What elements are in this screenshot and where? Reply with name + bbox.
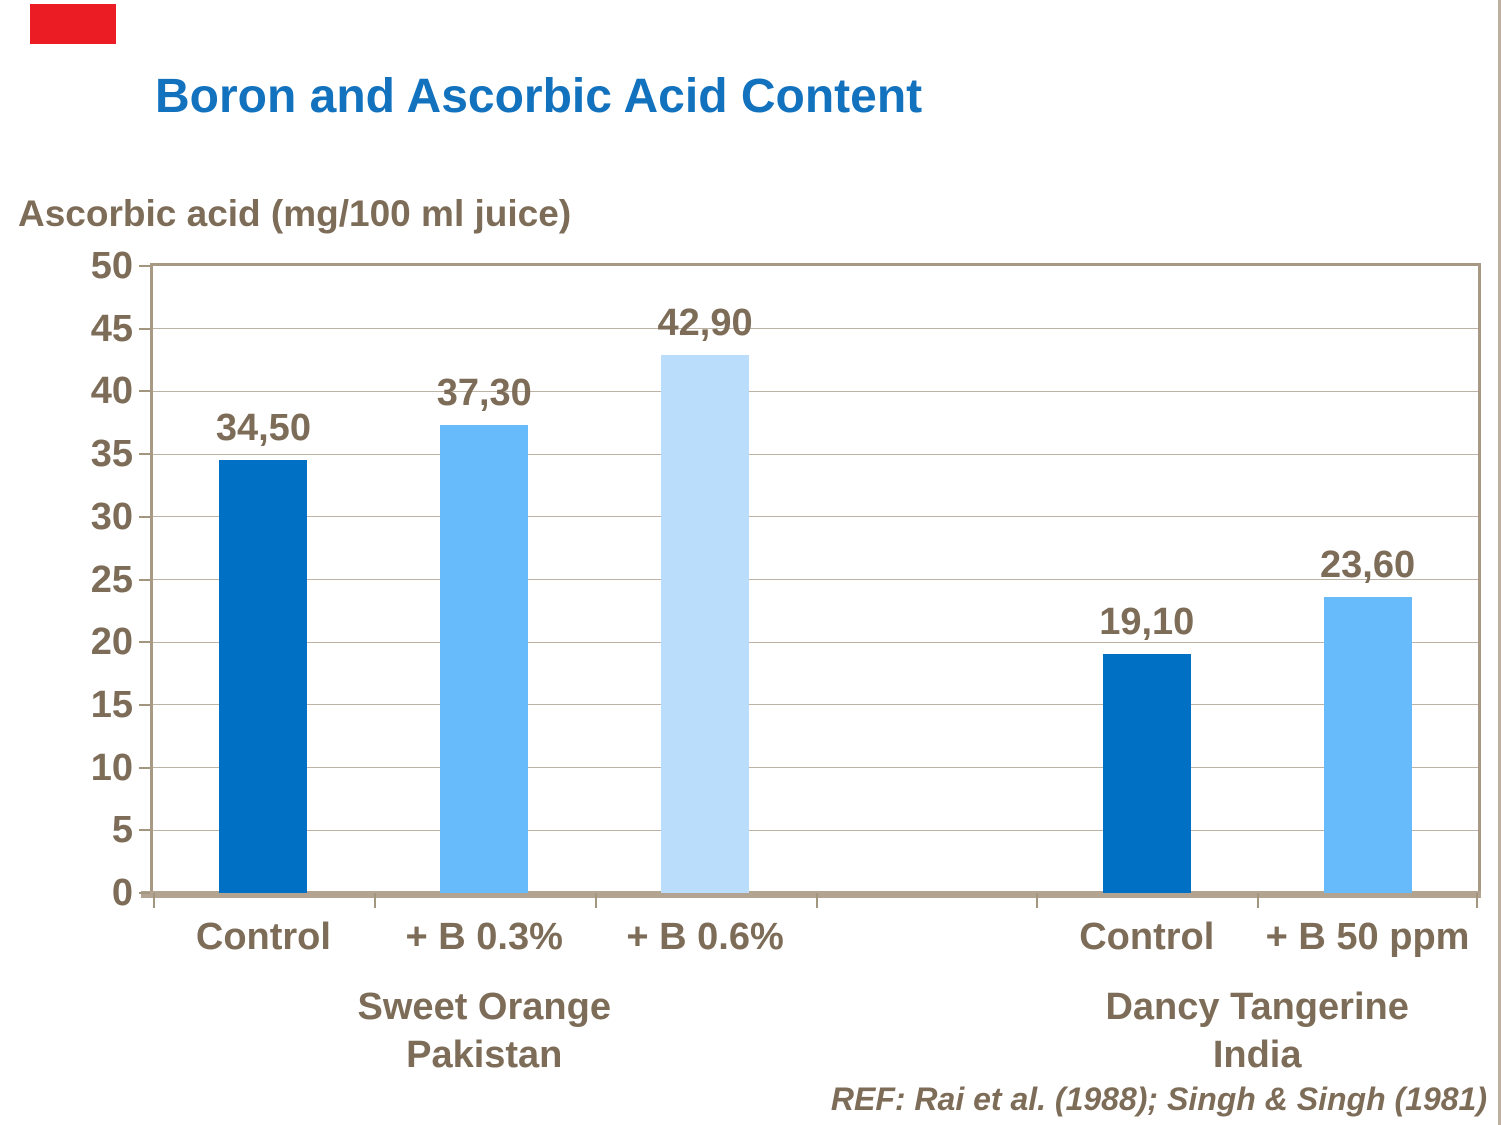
- gridline: [153, 767, 1478, 769]
- bar-value-label: 42,90: [657, 302, 753, 345]
- gridline: [153, 328, 1478, 330]
- red-accent-block: [30, 4, 116, 44]
- y-axis-label: 30: [90, 495, 133, 538]
- y-axis-label: 0: [111, 872, 133, 914]
- reference-note: REF: Rai et al. (1988); Singh & Singh (1…: [830, 1081, 1487, 1117]
- y-axis-label: 35: [90, 433, 133, 476]
- x-axis-label: Control: [195, 916, 331, 958]
- bar-value-label: 37,30: [436, 372, 532, 415]
- x-axis-label: + B 0.6%: [626, 916, 784, 958]
- y-axis-tick: [139, 453, 150, 456]
- y-axis-label: 40: [90, 370, 133, 413]
- y-axis-tick: [139, 703, 150, 706]
- y-axis-title: Ascorbic acid (mg/100 ml juice): [18, 193, 572, 234]
- x-axis-tick: [153, 893, 155, 908]
- x-axis-label: + B 0.3%: [405, 916, 563, 958]
- bar: [219, 460, 308, 893]
- bar: [1102, 653, 1191, 893]
- x-axis-tick: [1257, 893, 1260, 908]
- plot-area: 0 5 10 15 20 25 30 35 40 45 50 34,50 Control 37,30 + B…: [91, 245, 1481, 1076]
- y-axis-label: 25: [90, 558, 133, 601]
- gridline: [153, 516, 1478, 518]
- x-axis-label: Control: [1079, 916, 1215, 958]
- x-axis-tick: [373, 893, 376, 908]
- y-axis-tick: [139, 265, 150, 267]
- y-axis-label: 5: [111, 809, 133, 852]
- bar-value-label: 19,10: [1099, 600, 1195, 643]
- x-axis-tick: [594, 893, 597, 908]
- y-axis-tick: [139, 892, 150, 894]
- slide-right-edge-line: [1498, 0, 1501, 1125]
- gridline: [153, 579, 1478, 580]
- y-axis-label: 20: [90, 621, 133, 664]
- x-axis-tick: [1476, 893, 1478, 908]
- page-title: Boron and Ascorbic Acid Content: [155, 70, 923, 123]
- gridline: [153, 704, 1478, 706]
- gridline: [153, 453, 1478, 455]
- group-label: Sweet Orange Pakistan: [357, 986, 611, 1076]
- y-axis-label: 50: [90, 245, 133, 287]
- bar-value-label: 23,60: [1320, 544, 1416, 587]
- y-axis-tick: [139, 829, 150, 832]
- y-axis-tick: [139, 641, 150, 644]
- y-axis-tick: [139, 578, 150, 581]
- x-axis-tick: [815, 893, 818, 908]
- gridline: [153, 829, 1478, 831]
- y-axis-tick: [139, 515, 150, 518]
- gridline: [153, 641, 1478, 643]
- bar: [1323, 597, 1412, 893]
- y-axis-tick: [139, 390, 150, 393]
- bar: [440, 425, 529, 893]
- gridline: [153, 390, 1478, 392]
- bar: [661, 355, 750, 893]
- y-axis-label: 15: [90, 683, 133, 726]
- y-axis-label: 45: [90, 307, 133, 350]
- group-label: Dancy Tangerine India: [1105, 986, 1409, 1076]
- y-axis-tick: [139, 327, 150, 330]
- y-axis-tick: [139, 766, 150, 769]
- x-axis-line: [141, 891, 1481, 898]
- x-axis-label: + B 50 ppm: [1265, 916, 1470, 958]
- bar-value-label: 34,50: [215, 407, 311, 450]
- x-axis-tick: [1036, 893, 1039, 908]
- y-axis-label: 10: [90, 746, 133, 789]
